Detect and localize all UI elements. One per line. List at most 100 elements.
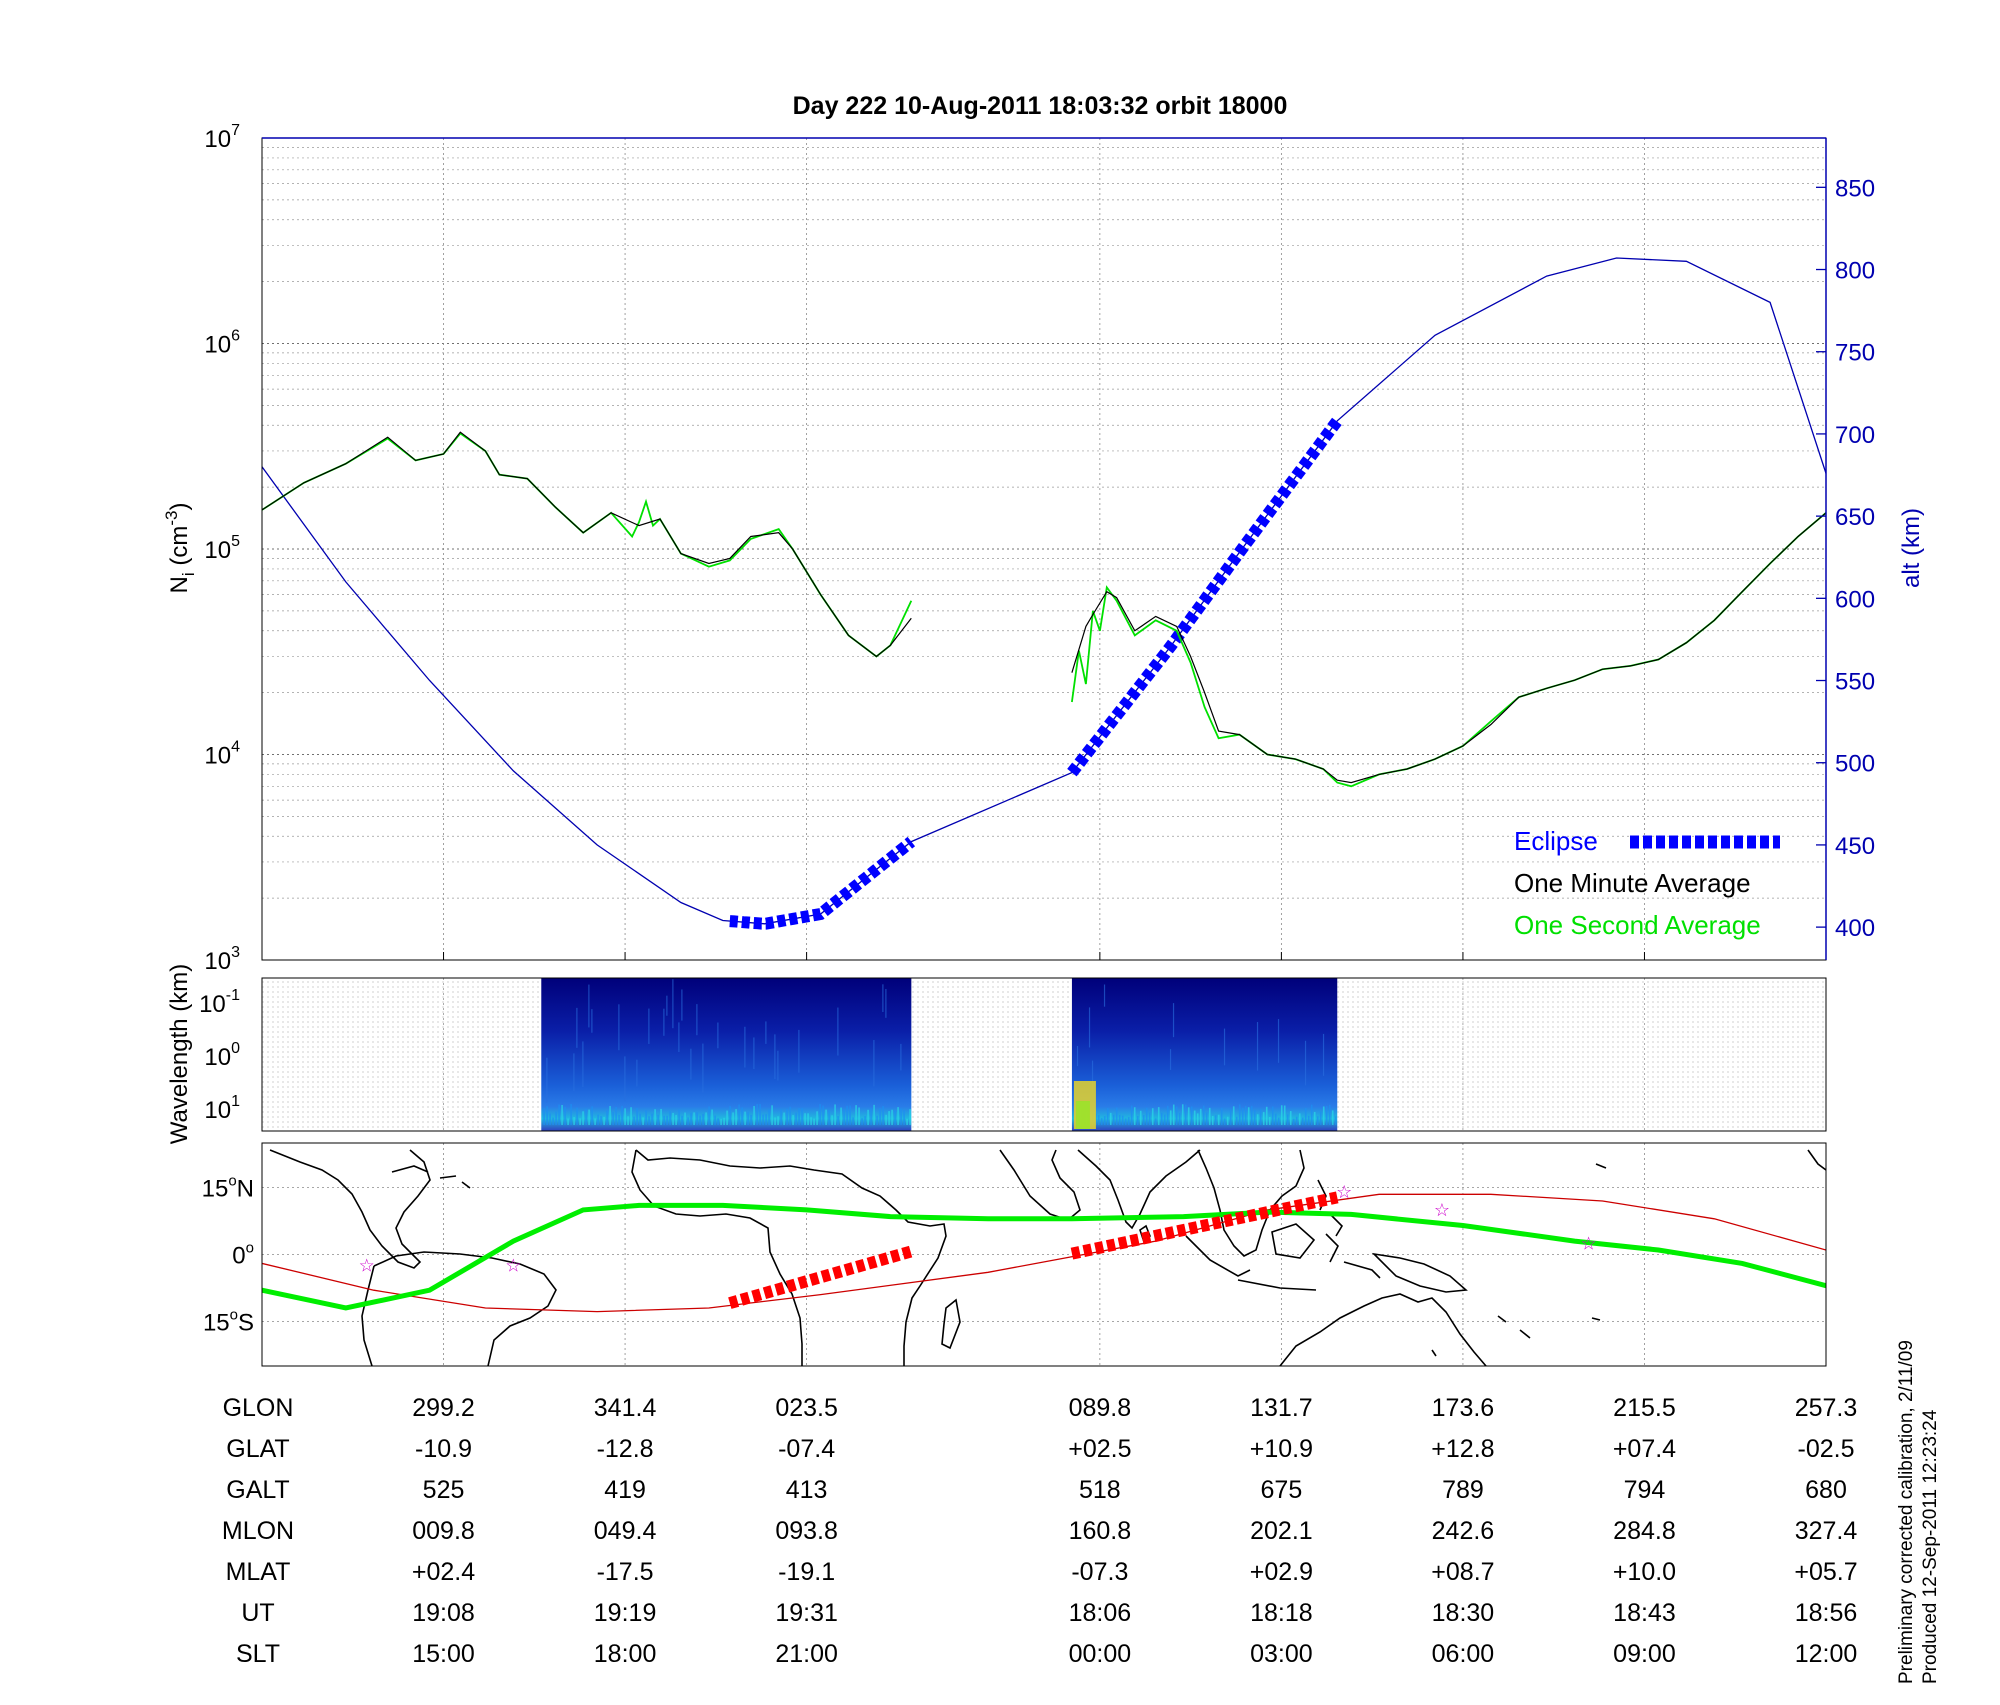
density-panel: 103 104 105 106 107 400 450 500 550 600 650 700 750… xyxy=(162,122,1925,975)
spectrogram-stripe xyxy=(594,1118,596,1125)
spectrogram-stripe xyxy=(606,1110,608,1125)
spectrogram-stripe xyxy=(1262,1112,1265,1125)
spectrogram-stripe xyxy=(1214,1115,1217,1125)
spectrogram-stripe xyxy=(1331,1110,1334,1125)
table-cell: 093.8 xyxy=(775,1517,838,1545)
spectrogram-stripe xyxy=(1247,1107,1250,1125)
wavelength-tick-label: 10-1 xyxy=(199,987,240,1018)
map-eclipse-segment xyxy=(1070,1191,1339,1260)
spectrogram-stripe xyxy=(558,1104,560,1125)
table-cell: -07.4 xyxy=(778,1435,835,1463)
spectrogram-stripe xyxy=(759,1104,761,1125)
spectrogram-stripe xyxy=(1217,1114,1220,1125)
table-cell: 413 xyxy=(786,1476,828,1504)
table-cell: 202.1 xyxy=(1250,1517,1313,1545)
produced-note: Produced 12-Sep-2011 12:23:24 xyxy=(1920,1409,1941,1684)
spectrogram-stripe xyxy=(654,1109,656,1125)
spectrogram-stripe xyxy=(744,1111,746,1125)
spectrogram-stripe xyxy=(1259,1109,1262,1125)
table-cell: 009.8 xyxy=(412,1517,475,1545)
spectrogram-stripe xyxy=(822,1105,824,1125)
spectrogram-stripe xyxy=(792,1115,794,1125)
spectrogram-stripe xyxy=(1130,1105,1133,1125)
spectrogram-stripe xyxy=(1169,1110,1172,1125)
table-cell: 327.4 xyxy=(1795,1517,1858,1545)
coastline-arabia xyxy=(999,1149,1081,1221)
table-row-label: SLT xyxy=(236,1640,280,1668)
spectrogram-streak xyxy=(885,988,887,1018)
spectrogram-stripe xyxy=(603,1116,605,1125)
spectrogram-streak xyxy=(672,979,674,1029)
table-cell: +08.7 xyxy=(1431,1558,1494,1586)
spectrogram-stripe xyxy=(1220,1107,1223,1125)
spectrogram-stripe xyxy=(651,1113,653,1125)
eclipse-markers xyxy=(729,417,1343,930)
table-cell: -07.3 xyxy=(1071,1558,1128,1586)
spectrogram-stripe xyxy=(732,1112,734,1125)
orbit-track-green xyxy=(262,1202,1826,1311)
spectrogram-stripe xyxy=(669,1111,671,1125)
spectrogram-stripe xyxy=(870,1108,872,1125)
table-cell: 09:00 xyxy=(1613,1640,1676,1668)
spectrogram-stripe xyxy=(906,1118,908,1125)
spectrogram-stripe xyxy=(1205,1112,1208,1125)
spectrogram-stripe xyxy=(1316,1116,1319,1125)
map-star-marker: ☆ xyxy=(1581,1233,1597,1253)
spectrogram-stripe xyxy=(1199,1108,1202,1125)
map-eclipse-segment xyxy=(728,1245,913,1309)
coastline-new-guinea xyxy=(1371,1252,1468,1293)
spectrogram-stripe xyxy=(1244,1105,1247,1125)
spectrogram-stripe xyxy=(1295,1116,1298,1125)
spectrogram-stripe xyxy=(762,1114,764,1125)
spectrogram-stripe xyxy=(897,1107,899,1125)
spectrogram-stripe xyxy=(645,1110,647,1125)
spectrogram-stripe xyxy=(1322,1106,1325,1125)
table-cell: 049.4 xyxy=(594,1517,657,1545)
spectrogram-streak xyxy=(573,1053,575,1092)
table-cell: +02.4 xyxy=(412,1558,475,1586)
table-cell: 21:00 xyxy=(775,1640,838,1668)
spectrogram-stripe xyxy=(1268,1116,1271,1125)
table-cell: 160.8 xyxy=(1069,1517,1132,1545)
spectrogram-stripe xyxy=(813,1118,815,1125)
table-cell: 789 xyxy=(1442,1476,1484,1504)
spectrogram-stripe xyxy=(795,1112,797,1125)
spectrogram-streak xyxy=(666,995,668,1016)
spectrogram-stripe xyxy=(627,1116,629,1125)
spectrogram-stripe xyxy=(1223,1118,1226,1125)
spectrogram-streak xyxy=(1277,1019,1280,1063)
spectrogram-stripe xyxy=(1232,1106,1235,1125)
table-cell: +10.0 xyxy=(1613,1558,1676,1586)
spectrogram-block xyxy=(1071,978,1338,1131)
spectrogram-stripe xyxy=(582,1111,584,1125)
wavelength-y-label: Wavelength (km) xyxy=(166,964,193,1145)
spectrogram-stripe xyxy=(1229,1109,1232,1125)
latitude-tick-label: 15oS xyxy=(203,1306,254,1336)
table-row-label: GLAT xyxy=(226,1435,289,1463)
spectrogram-stripe xyxy=(1109,1112,1112,1125)
spectrogram-stripe xyxy=(1289,1111,1292,1125)
calibration-note: Preliminary corrected calibration, 2/11/… xyxy=(1896,1340,1917,1684)
spectrogram-frame xyxy=(261,977,1827,1132)
altitude-line xyxy=(262,257,1826,925)
table-cell: 18:43 xyxy=(1613,1599,1676,1627)
table-cell: 06:00 xyxy=(1432,1640,1495,1668)
table-cell: -12.8 xyxy=(597,1435,654,1463)
table-cell: 242.6 xyxy=(1432,1517,1495,1545)
table-cell: 341.4 xyxy=(594,1394,657,1422)
table-cell: 023.5 xyxy=(775,1394,838,1422)
table-cell: -02.5 xyxy=(1798,1435,1855,1463)
spectrogram-streak xyxy=(591,1009,593,1033)
spectrogram-streak xyxy=(690,1048,692,1080)
spectrogram-stripe xyxy=(639,1113,641,1125)
spectrogram-stripe xyxy=(750,1114,752,1125)
spectrogram-stripe xyxy=(609,1105,611,1125)
spectrogram-stripe xyxy=(615,1106,617,1125)
spectrogram-streak xyxy=(1322,1033,1325,1076)
spectrogram-stripe xyxy=(747,1112,749,1125)
legend-second-label: One Second Average xyxy=(1514,910,1761,940)
spectrogram-stripe xyxy=(714,1115,716,1125)
table-cell: 131.7 xyxy=(1250,1394,1313,1422)
spectrogram-streak xyxy=(636,1059,638,1087)
